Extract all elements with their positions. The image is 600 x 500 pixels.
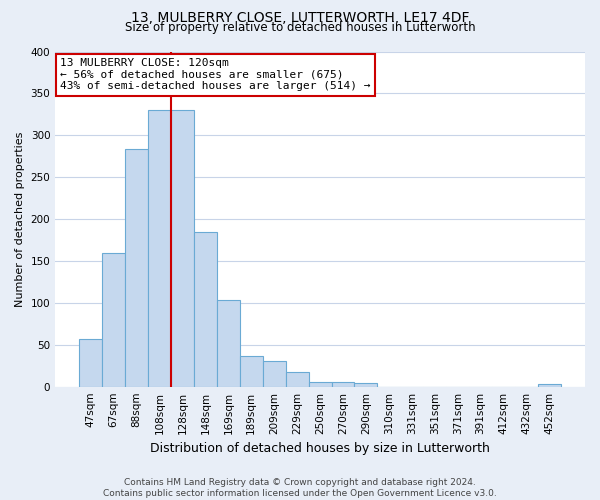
Bar bbox=[148, 110, 171, 386]
Text: Size of property relative to detached houses in Lutterworth: Size of property relative to detached ho… bbox=[125, 21, 475, 34]
X-axis label: Distribution of detached houses by size in Lutterworth: Distribution of detached houses by size … bbox=[150, 442, 490, 455]
Bar bbox=[125, 148, 148, 386]
Bar bbox=[263, 360, 286, 386]
Bar bbox=[102, 252, 125, 386]
Bar bbox=[308, 382, 332, 386]
Y-axis label: Number of detached properties: Number of detached properties bbox=[15, 132, 25, 307]
Bar bbox=[286, 372, 308, 386]
Text: 13, MULBERRY CLOSE, LUTTERWORTH, LE17 4DF: 13, MULBERRY CLOSE, LUTTERWORTH, LE17 4D… bbox=[131, 11, 469, 25]
Bar bbox=[217, 300, 240, 386]
Bar bbox=[538, 384, 561, 386]
Bar bbox=[355, 384, 377, 386]
Bar bbox=[79, 339, 102, 386]
Text: Contains HM Land Registry data © Crown copyright and database right 2024.
Contai: Contains HM Land Registry data © Crown c… bbox=[103, 478, 497, 498]
Bar bbox=[332, 382, 355, 386]
Text: 13 MULBERRY CLOSE: 120sqm
← 56% of detached houses are smaller (675)
43% of semi: 13 MULBERRY CLOSE: 120sqm ← 56% of detac… bbox=[61, 58, 371, 92]
Bar bbox=[240, 356, 263, 386]
Bar bbox=[194, 232, 217, 386]
Bar bbox=[171, 110, 194, 386]
